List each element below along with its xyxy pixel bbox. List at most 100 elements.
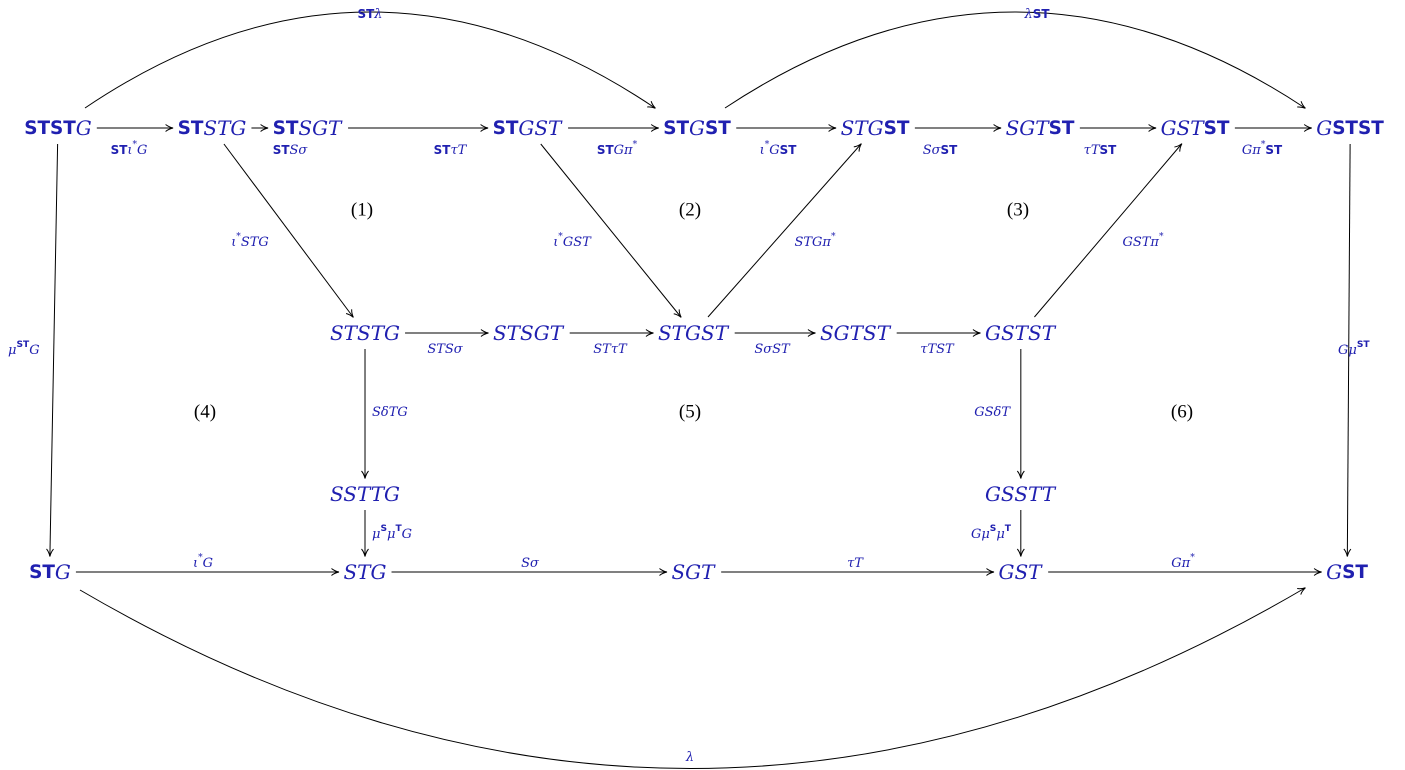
label-part: *: [132, 140, 137, 150]
label-part: ST: [780, 143, 798, 157]
label-part: ST: [705, 118, 731, 139]
node: STGST: [658, 321, 730, 345]
label-part: ST: [1100, 143, 1118, 157]
label-part: SGT: [298, 116, 343, 140]
label-part: ST: [178, 118, 204, 139]
label-part: G: [203, 556, 213, 571]
label-part: STG: [203, 116, 246, 140]
label-part: Sσ: [521, 556, 540, 571]
arrow: [1034, 143, 1183, 318]
node: GSTST: [1161, 116, 1230, 140]
label-part: ST: [111, 143, 129, 157]
edge-label: GSTπ*: [1122, 232, 1164, 250]
label-part: *: [633, 140, 638, 150]
label-part: ST: [16, 340, 30, 350]
label-part: G: [137, 143, 147, 158]
label-part: Sσ: [923, 143, 942, 158]
edge-label: STGπ*: [597, 140, 638, 158]
label-part: SSTTG: [330, 482, 400, 506]
node: STSGT: [273, 116, 343, 140]
label-part: Gμ: [971, 527, 990, 542]
label-part: STτT: [593, 342, 628, 357]
label-part: ST: [1357, 340, 1371, 350]
label-part: ST: [663, 118, 689, 139]
label-part: ST: [597, 143, 615, 157]
label-part: SσST: [754, 342, 791, 357]
label-part: Gπ: [1171, 556, 1190, 571]
label-part: S: [380, 524, 387, 534]
node: STSTG: [330, 321, 400, 345]
label-part: ST: [273, 118, 299, 139]
node: STSGT: [493, 321, 565, 345]
label-part: T: [395, 524, 402, 534]
label-part: SGT: [671, 560, 716, 584]
label-part: ST: [1358, 118, 1384, 139]
label-part: G: [29, 343, 39, 358]
node: SGTST: [1006, 116, 1075, 140]
node: SSTTG: [330, 482, 400, 506]
edge-label: ι*STG: [231, 232, 269, 250]
arrow: [1343, 143, 1352, 557]
arrow: [46, 143, 59, 557]
label-part: GSSTT: [985, 482, 1057, 506]
edge-label: Sσ: [521, 556, 540, 571]
label-part: GST: [518, 116, 563, 140]
label-part: STGπ: [794, 235, 831, 250]
edge-label: μSμTG: [372, 524, 412, 542]
label-part: STG: [343, 560, 386, 584]
label-part: *: [1159, 232, 1164, 242]
region-label: (1): [351, 200, 373, 221]
label-part: ι: [760, 143, 765, 158]
label-part: ST: [884, 118, 910, 139]
edge-label: STι*G: [111, 140, 148, 158]
region-label: (5): [679, 402, 701, 423]
label-part: ST: [493, 118, 519, 139]
label-part: ST: [273, 143, 291, 157]
label-part: μ: [8, 343, 16, 358]
label-part: τT: [1084, 143, 1101, 158]
label-part: SGT: [1006, 116, 1051, 140]
label-part: τT: [450, 143, 467, 158]
label-part: *: [198, 553, 203, 563]
arrow: [79, 587, 1306, 769]
edge-label: λ: [685, 750, 694, 765]
label-part: SGTST: [820, 321, 892, 345]
label-part: Gπ: [614, 143, 633, 158]
edge-label: μSTG: [8, 340, 40, 358]
edge-label: τT: [847, 556, 864, 571]
label-part: *: [765, 140, 770, 150]
edge-label: STSσ: [427, 342, 463, 357]
edge-label: ι*GST: [760, 140, 798, 158]
label-part: μ: [387, 527, 395, 542]
label-part: GSTπ: [1122, 235, 1159, 250]
label-part: μ: [996, 527, 1004, 542]
label-part: ι: [231, 235, 236, 250]
node: STG: [29, 560, 71, 584]
label-part: STSTG: [330, 321, 400, 345]
label-part: Gμ: [1338, 343, 1357, 358]
label-part: ι: [127, 143, 132, 158]
label-part: STSGT: [493, 321, 565, 345]
label-part: λ: [373, 7, 382, 22]
label-part: Gπ: [1242, 143, 1261, 158]
arrow: [540, 143, 682, 318]
node: SGT: [671, 560, 716, 584]
label-part: SδTG: [372, 405, 408, 420]
label-part: S: [990, 524, 997, 534]
edge-label: λST: [1023, 7, 1050, 22]
node: GST: [1326, 560, 1368, 584]
edge-label: Gπ*: [1171, 553, 1195, 571]
label-part: GSTST: [985, 321, 1057, 345]
node: STGST: [493, 116, 563, 140]
edge-label: τTST: [1084, 143, 1117, 158]
edge-label: Gπ*ST: [1242, 140, 1283, 158]
label-part: G: [769, 143, 779, 158]
label-part: τTST: [920, 342, 955, 357]
edge-label: ι*GST: [553, 232, 592, 250]
label-part: ι: [193, 556, 198, 571]
edge-label: GSδT: [974, 405, 1011, 420]
label-part: λ: [685, 750, 694, 765]
node: STSTG: [24, 116, 92, 140]
label-part: *: [1261, 140, 1266, 150]
